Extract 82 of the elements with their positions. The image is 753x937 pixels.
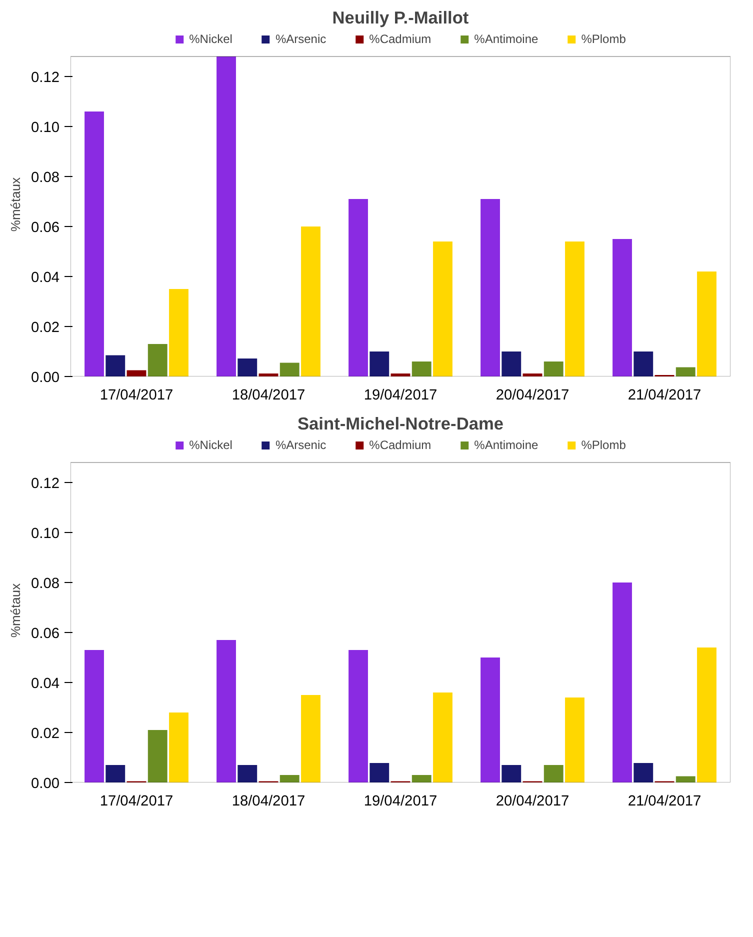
bar bbox=[301, 695, 320, 782]
bar bbox=[412, 775, 432, 782]
bar bbox=[502, 765, 522, 782]
legend-label: %Plomb bbox=[581, 32, 626, 46]
bar bbox=[280, 775, 300, 782]
bar bbox=[169, 289, 188, 376]
bar bbox=[148, 730, 168, 782]
bar bbox=[544, 765, 564, 782]
y-tick-label: 0.02 bbox=[30, 726, 60, 742]
bar bbox=[258, 374, 278, 376]
bar bbox=[433, 692, 452, 782]
bar bbox=[480, 199, 500, 376]
y-tick-label: 0.06 bbox=[30, 626, 60, 642]
bar bbox=[280, 362, 300, 376]
bar bbox=[216, 640, 236, 782]
legend-label: %Nickel bbox=[189, 438, 232, 452]
bar bbox=[634, 352, 654, 376]
legend-label: %Cadmium bbox=[369, 32, 432, 46]
bar bbox=[216, 56, 236, 376]
x-tick-label: 20/04/2017 bbox=[496, 388, 570, 404]
y-tick-label: 0.00 bbox=[30, 776, 60, 792]
bar bbox=[348, 650, 368, 782]
bar bbox=[612, 239, 632, 376]
bar bbox=[84, 112, 104, 376]
x-tick-label: 19/04/2017 bbox=[364, 388, 438, 404]
chart-title: Neuilly P.-Maillot bbox=[332, 8, 469, 28]
bar bbox=[169, 712, 188, 782]
bar bbox=[106, 765, 126, 782]
x-tick-label: 18/04/2017 bbox=[232, 388, 306, 404]
bar bbox=[370, 763, 390, 782]
bar bbox=[565, 242, 584, 376]
y-tick-label: 0.04 bbox=[30, 676, 60, 692]
y-tick-label: 0.00 bbox=[30, 370, 60, 386]
y-axis-title: %métaux bbox=[8, 176, 23, 232]
y-tick-label: 0.08 bbox=[30, 576, 60, 592]
bar bbox=[480, 658, 500, 782]
bar bbox=[238, 358, 258, 376]
bar bbox=[522, 374, 542, 376]
bar bbox=[502, 352, 522, 376]
bar bbox=[301, 226, 320, 376]
bar bbox=[148, 344, 168, 376]
y-tick-label: 0.10 bbox=[30, 526, 60, 542]
bar bbox=[370, 352, 390, 376]
bar bbox=[697, 272, 716, 376]
x-tick-label: 18/04/2017 bbox=[232, 794, 306, 810]
legend-label: %Cadmium bbox=[369, 438, 432, 452]
legend-label: %Arsenic bbox=[275, 32, 326, 46]
bar bbox=[433, 242, 452, 376]
bar bbox=[126, 370, 146, 376]
x-tick-label: 17/04/2017 bbox=[100, 388, 174, 404]
y-tick-label: 0.02 bbox=[30, 320, 60, 336]
legend-label: %Antimoine bbox=[474, 32, 538, 46]
legend-label: %Nickel bbox=[189, 32, 232, 46]
x-tick-label: 20/04/2017 bbox=[496, 794, 570, 810]
bar bbox=[544, 362, 564, 376]
bar bbox=[565, 698, 584, 782]
y-axis-title: %métaux bbox=[8, 582, 23, 638]
bar bbox=[634, 763, 654, 782]
bar bbox=[676, 367, 696, 376]
bar bbox=[238, 765, 258, 782]
x-tick-label: 21/04/2017 bbox=[628, 794, 702, 810]
x-tick-label: 21/04/2017 bbox=[628, 388, 702, 404]
bar bbox=[676, 776, 696, 782]
bar bbox=[412, 362, 432, 376]
y-tick-label: 0.04 bbox=[30, 270, 60, 286]
y-tick-label: 0.10 bbox=[30, 120, 60, 136]
y-tick-label: 0.06 bbox=[30, 220, 60, 236]
y-tick-label: 0.12 bbox=[30, 70, 60, 86]
x-tick-label: 17/04/2017 bbox=[100, 794, 174, 810]
legend-label: %Plomb bbox=[581, 438, 626, 452]
bar bbox=[84, 650, 104, 782]
y-tick-label: 0.12 bbox=[30, 476, 60, 492]
bar bbox=[612, 582, 632, 782]
bar bbox=[390, 374, 410, 376]
x-tick-label: 19/04/2017 bbox=[364, 794, 438, 810]
bar bbox=[348, 199, 368, 376]
bar bbox=[697, 648, 716, 782]
y-tick-label: 0.08 bbox=[30, 170, 60, 186]
legend-label: %Arsenic bbox=[275, 438, 326, 452]
legend-label: %Antimoine bbox=[474, 438, 538, 452]
bar bbox=[106, 355, 126, 376]
chart-title: Saint-Michel-Notre-Dame bbox=[297, 414, 504, 434]
